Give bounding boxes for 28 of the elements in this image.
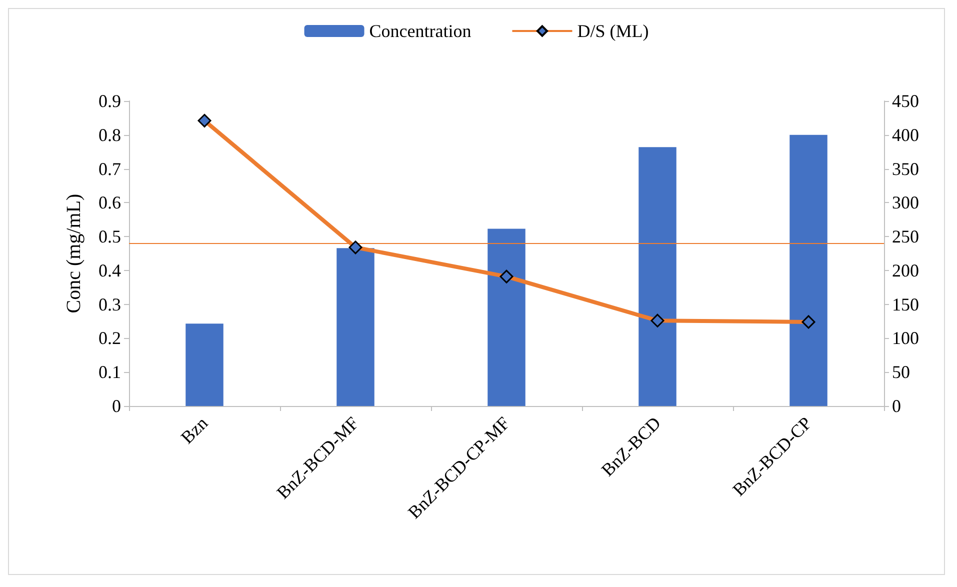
y2-tick-label: 450 [892,91,919,111]
bar [186,324,224,406]
y-tick-label: 0 [112,396,121,416]
bar [488,228,526,406]
y-tick-label: 0.4 [98,260,121,280]
y2-tick-label: 150 [892,294,919,314]
y2-tick-label: 300 [892,192,919,213]
x-tick-label: Bzn [176,412,212,448]
y2-tick-label: 350 [892,158,919,179]
y-tick-label: 0.7 [98,158,121,179]
y-tick-label: 0.6 [98,192,121,213]
bar [638,147,676,406]
legend-label: Concentration [369,21,472,41]
y-tick-label: 0.1 [98,362,121,382]
y-tick-label: 0.9 [98,91,121,111]
y-tick-label: 0.2 [98,328,121,348]
y2-tick-label: 200 [892,260,919,280]
y-tick-label: 0.5 [98,226,121,247]
y2-tick-label: 0 [892,396,901,416]
y2-tick-label: 250 [892,226,919,247]
y-tick-label: 0.8 [98,124,121,145]
y-tick-label: 0.3 [98,294,121,314]
y-axis-title: Conc (mg/mL) [63,194,85,314]
bar [790,134,828,406]
y2-tick-label: 50 [892,362,910,382]
legend-label: D/S (ML) [577,21,649,41]
y2-tick-label: 400 [892,124,919,145]
y2-tick-label: 100 [892,328,919,348]
